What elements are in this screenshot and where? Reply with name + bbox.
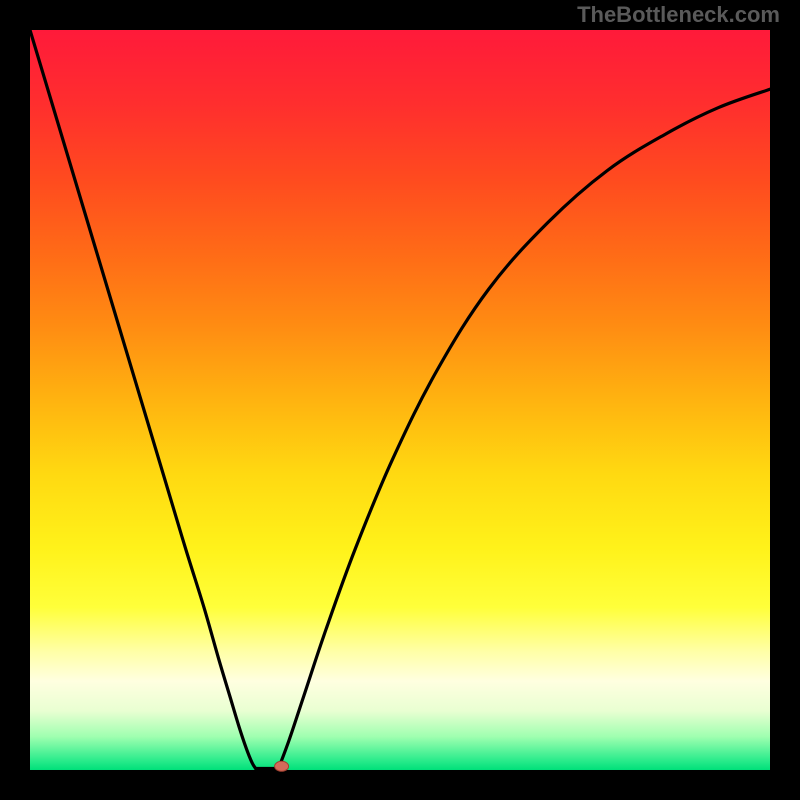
chart-container: TheBottleneck.com bbox=[0, 0, 800, 800]
watermark-text: TheBottleneck.com bbox=[577, 2, 780, 28]
bottleneck-curve-chart bbox=[0, 0, 800, 800]
